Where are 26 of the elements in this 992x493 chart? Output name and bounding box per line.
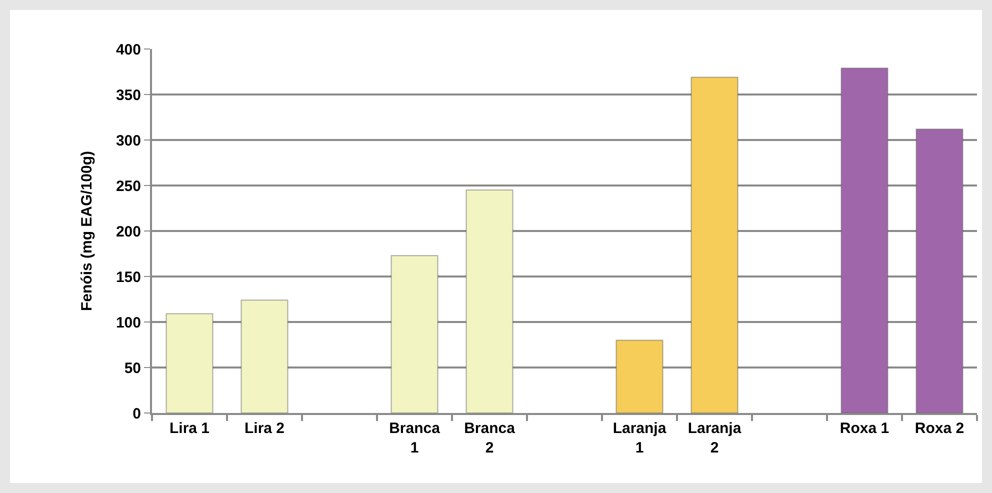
y-tick-label: 250 <box>116 178 141 195</box>
bar <box>916 128 964 413</box>
y-tick-label: 300 <box>116 132 141 150</box>
y-tick-label: 400 <box>116 41 141 58</box>
x-tick-label: Branca 2 <box>464 420 516 456</box>
x-tick-label: Roxa 1 <box>840 420 890 437</box>
bar <box>466 190 514 413</box>
bar <box>616 340 664 413</box>
x-tick-label: Lira 1 <box>169 420 210 437</box>
bar <box>240 300 288 413</box>
x-tick-label: Roxa 2 <box>914 420 964 437</box>
bar <box>840 68 888 413</box>
x-tick-label: Branca 1 <box>389 420 441 456</box>
y-tick-label: 100 <box>116 314 141 332</box>
y-tick-label: 350 <box>116 86 141 104</box>
y-tick-label: 0 <box>132 405 141 422</box>
y-tick-label: 200 <box>116 223 141 240</box>
y-axis-title: Fenóis (mg EAG/100g) <box>78 150 96 312</box>
x-tick-label: Laranja 2 <box>688 420 742 456</box>
bar <box>690 76 738 413</box>
bar <box>390 255 438 413</box>
x-tick-label: Lira 2 <box>244 420 285 437</box>
x-tick-label: Laranja 1 <box>612 420 667 456</box>
y-tick-label: 50 <box>124 360 141 377</box>
bar <box>166 313 214 413</box>
y-tick-label: 150 <box>116 268 141 286</box>
